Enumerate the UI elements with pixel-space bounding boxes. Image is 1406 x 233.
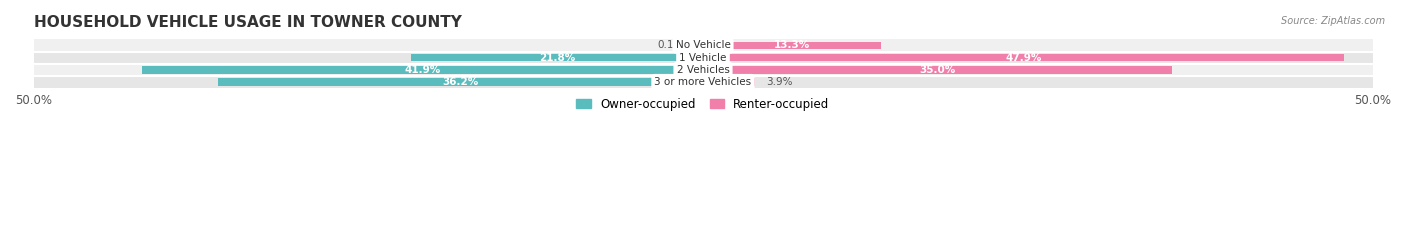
Bar: [34, 51, 1372, 64]
Text: 1 Vehicle: 1 Vehicle: [679, 53, 727, 63]
Bar: [34, 76, 1372, 88]
Text: 13.3%: 13.3%: [773, 41, 810, 50]
Bar: [703, 78, 755, 86]
Bar: [411, 54, 703, 62]
Bar: [703, 66, 1171, 74]
Text: 3.9%: 3.9%: [766, 77, 793, 87]
Bar: [703, 42, 882, 49]
Bar: [34, 64, 1372, 76]
Text: 2 Vehicles: 2 Vehicles: [676, 65, 730, 75]
Text: 35.0%: 35.0%: [920, 65, 956, 75]
Legend: Owner-occupied, Renter-occupied: Owner-occupied, Renter-occupied: [572, 93, 834, 115]
Text: 41.9%: 41.9%: [405, 65, 440, 75]
Text: 47.9%: 47.9%: [1005, 53, 1042, 63]
Text: HOUSEHOLD VEHICLE USAGE IN TOWNER COUNTY: HOUSEHOLD VEHICLE USAGE IN TOWNER COUNTY: [34, 15, 461, 30]
Bar: [703, 54, 1344, 62]
Bar: [702, 42, 703, 49]
Bar: [34, 39, 1372, 51]
Bar: [218, 78, 703, 86]
Text: No Vehicle: No Vehicle: [675, 41, 731, 50]
Text: 0.14%: 0.14%: [658, 41, 690, 50]
Text: Source: ZipAtlas.com: Source: ZipAtlas.com: [1281, 16, 1385, 26]
Text: 21.8%: 21.8%: [538, 53, 575, 63]
Text: 36.2%: 36.2%: [443, 77, 479, 87]
Bar: [142, 66, 703, 74]
Text: 3 or more Vehicles: 3 or more Vehicles: [654, 77, 752, 87]
